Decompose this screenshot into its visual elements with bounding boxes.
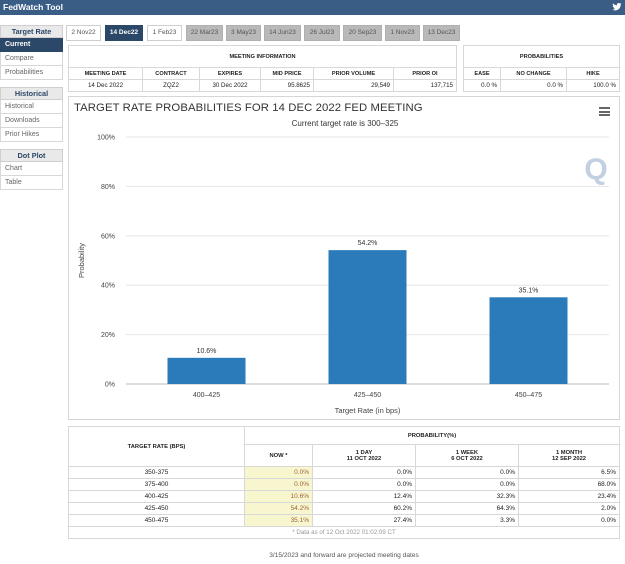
- col-expires: EXPIRES: [199, 67, 261, 80]
- tab-14-jun23[interactable]: 14 Jun23: [264, 25, 301, 41]
- table-row: 400-425 10.6% 12.4% 32.3% 23.4%: [68, 490, 620, 503]
- probabilities-summary-table: PROBABILITIES EASE NO CHANGE HIKE 0.0 % …: [463, 45, 620, 92]
- y-tick-label: 40%: [101, 283, 115, 290]
- bar: [489, 297, 568, 384]
- x-axis-label: Target Rate (in bps): [335, 406, 401, 415]
- table-row: 425-450 54.2% 60.2% 64.3% 2.0%: [68, 502, 620, 515]
- app-titlebar: FedWatch Tool: [0, 0, 625, 15]
- projected-dates-note: 3/15/2023 and forward are projected meet…: [269, 552, 419, 559]
- col-mid-price: MID PRICE: [260, 67, 314, 80]
- col-ease: EASE: [463, 67, 501, 80]
- table-row: 375-400 0.0% 0.0% 0.0% 68.0%: [68, 478, 620, 491]
- no-change-value: 0.0 %: [500, 79, 567, 92]
- meeting-info-title: MEETING INFORMATION: [68, 45, 457, 68]
- bar-chart: Q 0% 20% 40% 60% 80% 100% 10.6% 400–425 54.2% 425…: [77, 135, 609, 415]
- sidebar-heading-dot-plot: Dot Plot: [0, 149, 63, 162]
- probability-table: TARGET RATE (BPS) PROBABILITY(%) NOW * 1…: [68, 426, 620, 539]
- meeting-date-value: 14 Dec 2022: [68, 79, 143, 92]
- tab-14-dec22[interactable]: 14 Dec22: [105, 25, 143, 41]
- y-tick-label: 0%: [105, 382, 115, 389]
- col-now: NOW *: [244, 444, 313, 467]
- y-tick-label: 20%: [101, 332, 115, 339]
- sidebar-item-compare[interactable]: Compare: [0, 52, 63, 66]
- y-tick-label: 60%: [101, 233, 115, 240]
- col-prior-volume: PRIOR VOLUME: [313, 67, 394, 80]
- tab-3-may23[interactable]: 3 May23: [226, 25, 261, 41]
- probabilities-title: PROBABILITIES: [463, 45, 620, 68]
- prior-oi-value: 137,715: [393, 79, 457, 92]
- bar: [167, 357, 246, 384]
- data-as-of-note: * Data as of 12 Oct 2022 01:02:09 CT: [68, 526, 620, 539]
- contract-value: ZQZ2: [142, 79, 200, 92]
- tab-1-feb23[interactable]: 1 Feb23: [147, 25, 182, 41]
- y-axis-label: Probability: [77, 243, 86, 278]
- bar-data-label: 10.6%: [197, 348, 217, 355]
- chart-panel: TARGET RATE PROBABILITIES FOR 14 DEC 202…: [68, 96, 620, 420]
- y-tick-label: 100%: [97, 135, 115, 142]
- col-prior-oi: PRIOR OI: [393, 67, 457, 80]
- table-row: 450-475 35.1% 27.4% 3.3% 0.0%: [68, 514, 620, 527]
- col-1-week: 1 WEEK 6 OCT 2022: [415, 444, 519, 467]
- table-row: 350-375 0.0% 0.0% 0.0% 6.5%: [68, 466, 620, 479]
- bar-data-label: 54.2%: [358, 240, 378, 247]
- meeting-info-table: MEETING INFORMATION MEETING DATE CONTRAC…: [68, 45, 457, 92]
- chart-watermark: Q: [584, 153, 607, 186]
- sidebar-item-probabilities[interactable]: Probabilities: [0, 66, 63, 80]
- sidebar-item-chart[interactable]: Chart: [0, 162, 63, 176]
- chart-subtitle: Current target rate is 300–325: [291, 119, 399, 128]
- mid-price-value: 95.8625: [260, 79, 314, 92]
- col-1-day: 1 DAY 11 OCT 2022: [312, 444, 416, 467]
- sidebar-item-downloads[interactable]: Downloads: [0, 114, 63, 128]
- sidebar-item-table[interactable]: Table: [0, 176, 63, 190]
- expires-value: 30 Dec 2022: [199, 79, 261, 92]
- sidebar-item-current[interactable]: Current: [0, 38, 63, 52]
- sidebar-item-historical[interactable]: Historical: [0, 100, 63, 114]
- ease-value: 0.0 %: [463, 79, 501, 92]
- col-1-month: 1 MONTH 12 SEP 2022: [518, 444, 620, 467]
- twitter-icon[interactable]: [612, 2, 622, 12]
- tab-1-nov23[interactable]: 1 Nov23: [385, 25, 420, 41]
- col-meeting-date: MEETING DATE: [68, 67, 143, 80]
- chart-title: TARGET RATE PROBABILITIES FOR 14 DEC 202…: [74, 102, 423, 114]
- prior-volume-value: 29,549: [313, 79, 394, 92]
- x-tick-label: 400–425: [193, 392, 220, 399]
- tab-2-nov22[interactable]: 2 Nov22: [66, 25, 101, 41]
- tab-20-sep23[interactable]: 20 Sep23: [343, 25, 382, 41]
- app-title: FedWatch Tool: [3, 2, 63, 12]
- col-contract: CONTRACT: [142, 67, 200, 80]
- col-no-change: NO CHANGE: [500, 67, 567, 80]
- col-target-rate: TARGET RATE (BPS): [68, 426, 245, 467]
- sidebar-item-prior-hikes[interactable]: Prior Hikes: [0, 128, 63, 142]
- y-tick-label: 80%: [101, 184, 115, 191]
- hike-value: 100.0 %: [566, 79, 620, 92]
- bar-data-label: 35.1%: [519, 287, 539, 294]
- tab-26-jul23[interactable]: 26 Jul23: [304, 25, 340, 41]
- x-tick-label: 450–475: [515, 392, 542, 399]
- sidebar: Target Rate Current Compare Probabilitie…: [0, 25, 63, 190]
- col-hike: HIKE: [566, 67, 620, 80]
- probability-group-header: PROBABILITY(%): [244, 426, 620, 445]
- sidebar-heading-target-rate: Target Rate: [0, 25, 63, 38]
- x-tick-label: 425–450: [354, 392, 381, 399]
- tab-22-mar23[interactable]: 22 Mar23: [186, 25, 223, 41]
- bar: [328, 250, 407, 384]
- tab-13-dec23[interactable]: 13 Dec23: [423, 25, 460, 41]
- sidebar-heading-historical: Historical: [0, 87, 63, 100]
- hamburger-menu-icon[interactable]: [599, 107, 610, 116]
